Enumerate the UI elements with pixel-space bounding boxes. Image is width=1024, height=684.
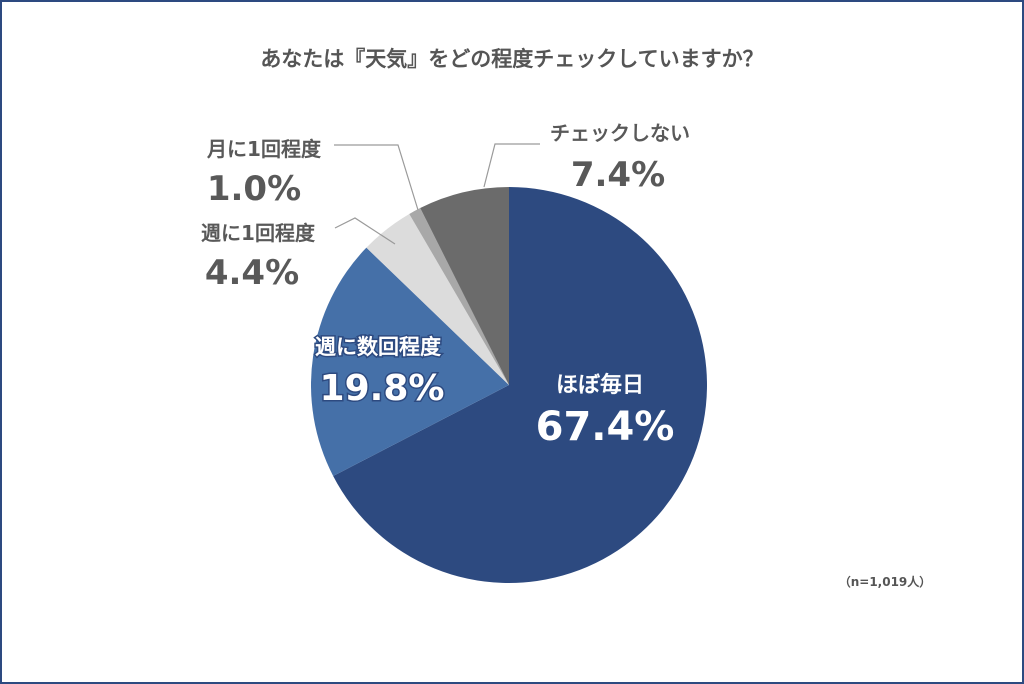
pie-slice-3 (409, 208, 509, 385)
label-none: チェックしない (550, 121, 690, 145)
pie-slice-0 (333, 187, 707, 583)
label-several-weekly: 週に数回程度 (315, 335, 441, 359)
value-daily: 67.4% (536, 404, 675, 450)
value-weekly: 4.4% (205, 253, 299, 293)
value-several-weekly: 19.8% (320, 368, 445, 409)
pie-slice-4 (420, 187, 509, 385)
leader-line-none (483, 143, 540, 188)
leader-line-monthly (334, 144, 419, 211)
pie-slice-2 (366, 213, 509, 385)
value-none: 7.4% (571, 155, 665, 195)
label-monthly: 月に1回程度 (206, 137, 322, 161)
chart-title: あなたは『天気』をどの程度チェックしていますか？ (260, 47, 763, 71)
label-daily: ほぼ毎日 (556, 373, 644, 398)
sample-size-note: （n=1,019人） (839, 574, 932, 589)
pie-slice-1 (311, 247, 509, 476)
value-monthly: 1.0% (207, 169, 301, 209)
label-weekly: 週に1回程度 (201, 221, 316, 245)
leader-line-weekly (334, 217, 396, 245)
leader-lines (334, 143, 540, 245)
